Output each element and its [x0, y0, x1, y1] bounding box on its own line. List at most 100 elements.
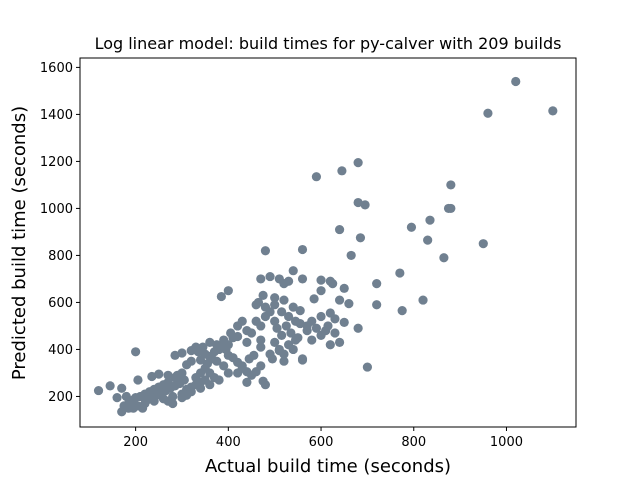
y-tick-label: 1600: [40, 61, 73, 76]
data-point: [182, 360, 192, 370]
data-point: [353, 197, 363, 208]
data-point: [339, 317, 349, 328]
x-tick-label: 400: [216, 435, 241, 450]
data-point: [168, 391, 178, 402]
data-point: [423, 235, 433, 245]
data-point: [177, 389, 187, 399]
data-point: [316, 330, 326, 340]
data-point: [219, 361, 229, 371]
data-point: [249, 350, 259, 360]
data-point: [279, 356, 289, 366]
data-point: [446, 203, 456, 214]
x-tick-label: 1000: [490, 435, 523, 450]
data-point: [270, 316, 280, 326]
data-point: [147, 371, 157, 382]
data-point: [256, 321, 266, 331]
data-point: [279, 349, 289, 359]
data-point: [163, 370, 173, 380]
data-point: [158, 394, 169, 404]
data-point: [288, 302, 298, 312]
data-point: [425, 215, 435, 225]
data-point: [223, 368, 233, 378]
data-point: [406, 222, 417, 232]
data-point: [246, 328, 257, 338]
data-point: [198, 342, 208, 352]
data-point: [279, 295, 289, 305]
data-point: [223, 286, 233, 296]
data-point: [117, 383, 127, 393]
data-point: [334, 224, 345, 235]
data-point: [214, 375, 224, 385]
data-point: [397, 306, 407, 316]
data-point: [360, 200, 370, 210]
data-point: [133, 375, 143, 385]
data-point: [309, 294, 319, 304]
data-point: [219, 335, 229, 345]
data-point: [353, 323, 363, 333]
data-point: [548, 106, 558, 116]
data-point: [316, 286, 326, 296]
data-point: [297, 244, 308, 255]
data-point: [311, 323, 322, 333]
y-tick-label: 800: [48, 249, 73, 264]
data-point: [154, 369, 164, 379]
data-point: [323, 321, 333, 331]
data-point: [483, 108, 493, 118]
data-point: [105, 381, 115, 391]
x-tick-label: 200: [123, 435, 148, 450]
data-point: [242, 377, 252, 387]
data-point: [355, 233, 366, 243]
data-point: [297, 354, 308, 364]
data-point: [311, 172, 322, 182]
data-point: [288, 266, 298, 276]
data-point: [168, 398, 178, 409]
data-point: [228, 333, 238, 343]
data-point: [216, 291, 226, 302]
data-point: [267, 354, 277, 364]
data-point: [119, 401, 129, 411]
data-point: [330, 328, 340, 338]
data-point: [478, 239, 488, 249]
data-point: [277, 330, 287, 340]
data-point: [295, 318, 305, 329]
y-tick-label: 1000: [40, 202, 73, 217]
data-point: [330, 314, 340, 324]
data-point: [256, 335, 266, 345]
data-point: [297, 274, 308, 284]
data-point: [270, 337, 280, 347]
data-point: [344, 299, 354, 309]
data-point: [286, 328, 296, 338]
data-point: [334, 295, 345, 305]
data-point: [212, 356, 222, 366]
x-axis-label: Actual build time (seconds): [205, 456, 451, 477]
data-point: [272, 323, 282, 333]
data-point: [186, 387, 196, 397]
data-point: [325, 340, 335, 350]
y-tick-label: 1400: [40, 108, 73, 123]
data-point: [256, 274, 266, 284]
data-point: [205, 380, 215, 390]
data-point: [251, 300, 261, 310]
plot-area: 200 400 600 800 1000 200 400 600 800 1000 1200 140…: [40, 57, 577, 450]
data-point: [316, 275, 326, 285]
y-tick-label: 600: [48, 296, 73, 311]
data-point: [290, 335, 301, 345]
data-point: [186, 346, 196, 356]
data-point: [372, 300, 382, 310]
chart-title: Log linear model: build times for py-cal…: [95, 34, 562, 53]
data-point: [270, 293, 280, 303]
data-point: [242, 337, 252, 347]
data-point: [256, 342, 266, 352]
data-point: [270, 300, 280, 310]
plot-frame: [79, 57, 577, 428]
data-point: [334, 337, 345, 347]
y-axis-label: Predicted build time (seconds): [9, 106, 30, 380]
data-point: [265, 271, 275, 282]
data-point: [283, 276, 294, 286]
data-point: [337, 166, 347, 176]
data-point: [131, 347, 141, 357]
data-point: [237, 316, 247, 326]
data-point: [195, 383, 206, 393]
data-point: [195, 355, 206, 365]
x-axis: 200 400 600 800 1000: [123, 427, 523, 450]
